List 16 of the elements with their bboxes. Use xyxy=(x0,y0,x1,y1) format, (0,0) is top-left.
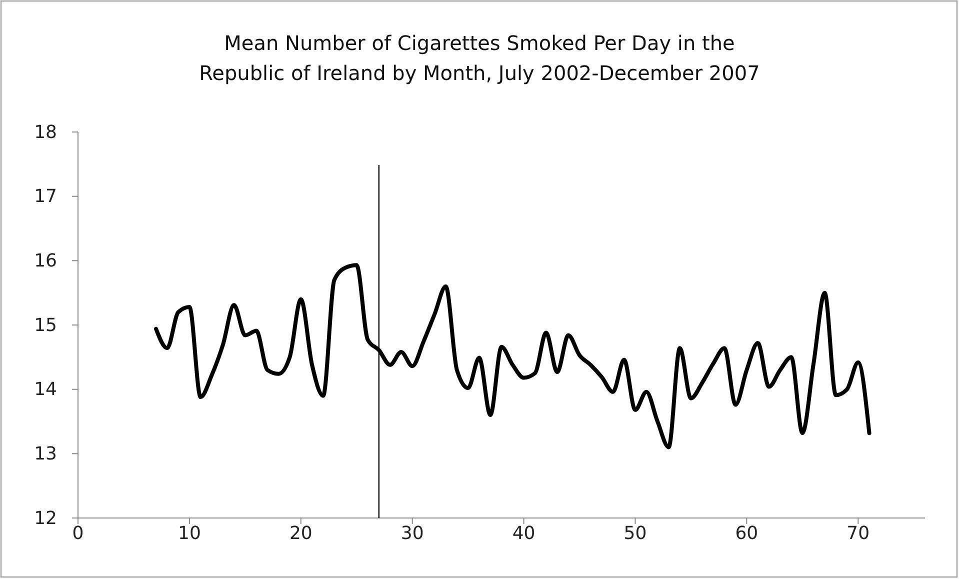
x-tick-label: 10 xyxy=(178,523,201,544)
y-tick-label: 17 xyxy=(34,186,57,208)
x-tick-label: 70 xyxy=(846,523,870,544)
x-tick-label: 40 xyxy=(512,523,536,544)
y-tick-label: 14 xyxy=(34,379,57,400)
y-tick-label: 18 xyxy=(34,122,57,143)
y-tick-label: 15 xyxy=(34,314,57,336)
y-tick-label: 12 xyxy=(34,508,57,529)
x-tick-label: 60 xyxy=(735,523,758,544)
x-tick-label: 20 xyxy=(289,523,312,544)
chart-title: Mean Number of Cigarettes Smoked Per Day in the Republic of Ireland by Month, July 2002-December 2007 xyxy=(199,31,760,85)
x-tick-label: 50 xyxy=(624,523,647,544)
y-tick-label: 13 xyxy=(34,443,57,464)
x-tick-label: 30 xyxy=(400,523,424,544)
y-tick-label: 16 xyxy=(34,250,57,272)
x-tick-label: 0 xyxy=(72,523,84,544)
